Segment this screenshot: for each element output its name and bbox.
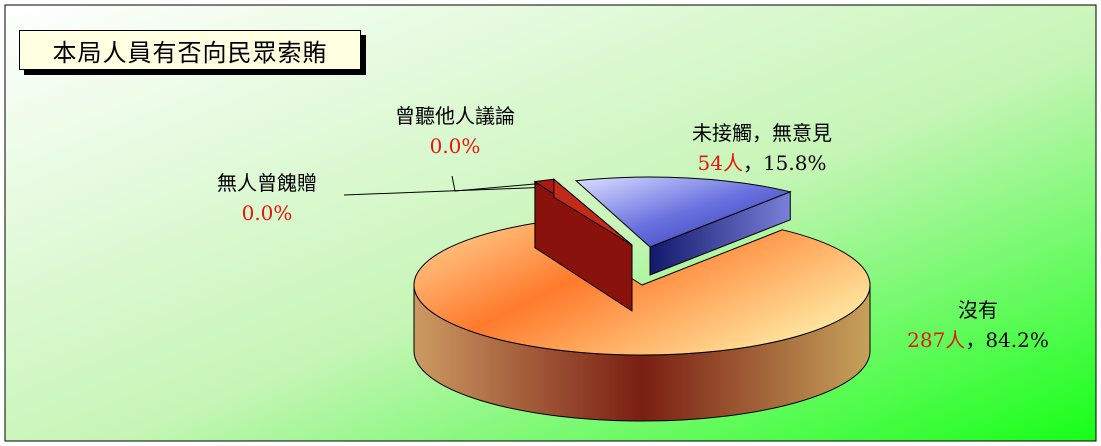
slice-count: 54人 (697, 151, 743, 175)
pie-layer (413, 176, 871, 422)
slice-percent: 15.8% (762, 151, 827, 175)
slice-percent: 84.2% (985, 328, 1049, 352)
slice-count: 287人 (907, 328, 966, 352)
slice-top-no (413, 221, 871, 356)
slice-name: 曾聽他人議論 (395, 104, 515, 128)
slice-separator: ， (965, 328, 986, 352)
slice-percent: 0.0% (429, 134, 481, 158)
data-label-no-contact: 未接觸，無意見 54人，15.8% (656, 118, 868, 178)
chart-title: 本局人員有否向民眾索賄 (19, 30, 361, 70)
slice-name: 無人曾餽贈 (217, 171, 317, 195)
data-label-hearsay: 曾聽他人議論 0.0% (360, 101, 550, 161)
slice-name: 未接觸，無意見 (692, 121, 832, 145)
leader-lines (343, 175, 539, 196)
slice-name: 沒有 (958, 298, 998, 322)
leader-line-gift (343, 187, 535, 196)
slice-percent: 0.0% (241, 201, 293, 225)
data-label-gift: 無人曾餽贈 0.0% (192, 168, 342, 228)
slice-separator: ， (742, 151, 763, 175)
slice-top-hearsay (553, 178, 633, 246)
data-label-no: 沒有 287人，84.2% (880, 295, 1076, 355)
slice-top-no-contact (574, 176, 792, 248)
